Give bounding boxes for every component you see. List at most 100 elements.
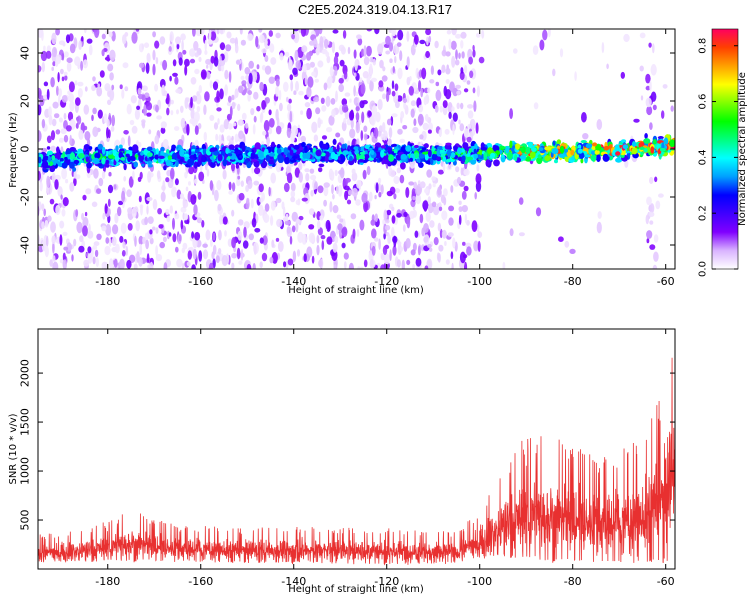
- noise-cell: [357, 37, 363, 46]
- noise-cell: [92, 126, 99, 138]
- ridge-cell: [138, 154, 145, 162]
- noise-cell: [58, 94, 61, 106]
- noise-cell: [68, 93, 74, 103]
- noise-cell: [71, 254, 74, 262]
- noise-cell: [459, 71, 465, 81]
- noise-cell: [386, 190, 393, 197]
- noise-cell: [43, 81, 49, 87]
- noise-cell: [240, 75, 245, 81]
- noise-cell: [456, 176, 462, 185]
- noise-cell: [92, 76, 96, 82]
- ridge-cell: [473, 148, 477, 154]
- noise-cell: [371, 245, 376, 256]
- ridge-cell: [544, 155, 551, 162]
- noise-cell: [258, 204, 264, 216]
- noise-cell: [346, 118, 352, 126]
- noise-cell: [73, 177, 77, 187]
- x-tick-label: -60: [657, 575, 675, 588]
- ridge-cell: [147, 152, 153, 158]
- ridge-cell: [340, 154, 346, 163]
- noise-cell: [43, 208, 46, 217]
- noise-cell: [268, 118, 275, 128]
- noise-cell: [455, 166, 460, 173]
- noise-cell: [317, 117, 322, 129]
- noise-cell: [330, 98, 336, 105]
- noise-cell: [347, 46, 351, 55]
- noise-cell: [180, 219, 184, 230]
- noise-cell: [438, 129, 442, 137]
- noise-cell: [50, 145, 56, 152]
- noise-cell: [224, 230, 227, 237]
- noise-cell: [218, 229, 222, 241]
- noise-cell: [68, 81, 75, 93]
- noise-cell: [298, 171, 303, 183]
- noise-cell: [172, 233, 177, 243]
- noise-cell: [382, 122, 386, 133]
- noise-cell: [452, 112, 458, 122]
- x-tick-label: -160: [188, 275, 213, 288]
- noise-cell: [386, 209, 392, 216]
- ridge-cell: [315, 149, 322, 157]
- noise-cell: [166, 93, 170, 105]
- noise-cell: [344, 92, 351, 97]
- noise-cell: [333, 264, 337, 269]
- ridge-cell: [128, 146, 133, 151]
- noise-cell: [122, 34, 127, 45]
- noise-cell: [267, 38, 271, 46]
- noise-cell: [75, 209, 79, 218]
- noise-cell: [182, 242, 188, 250]
- noise-cell: [296, 249, 301, 257]
- noise-cell: [382, 245, 388, 255]
- noise-speckle: [38, 29, 674, 269]
- noise-cell: [234, 43, 239, 54]
- ridge-cell: [483, 152, 488, 160]
- noise-cell: [287, 127, 291, 133]
- noise-cell: [268, 127, 273, 135]
- noise-cell: [58, 137, 64, 143]
- noise-cell: [252, 263, 256, 269]
- noise-cell: [427, 129, 432, 134]
- noise-cell: [174, 213, 180, 220]
- ridge-cell: [324, 156, 329, 162]
- noise-cell: [389, 169, 396, 178]
- noise-cell: [122, 241, 126, 249]
- noise-cell: [106, 54, 111, 62]
- ridge-cell: [493, 159, 500, 167]
- noise-cell: [160, 127, 166, 134]
- noise-cell: [378, 177, 382, 184]
- ridge-cell: [336, 144, 340, 152]
- noise-cell: [236, 247, 241, 260]
- noise-cell: [229, 105, 233, 117]
- ridge-cell: [590, 150, 596, 156]
- noise-cell: [385, 50, 391, 55]
- noise-cell: [82, 216, 89, 228]
- ridge-cell: [120, 157, 126, 161]
- ridge-cell: [450, 152, 456, 158]
- noise-cell: [248, 60, 254, 69]
- noise-cell: [323, 199, 327, 207]
- noise-cell: [383, 130, 388, 142]
- ridge-cell: [132, 144, 139, 153]
- noise-cell: [50, 221, 56, 233]
- ridge-cell: [558, 153, 566, 158]
- noise-cell: [107, 99, 112, 106]
- noise-cell: [218, 134, 222, 143]
- ridge-cell: [602, 153, 609, 160]
- noise-cell: [169, 75, 172, 82]
- noise-cell: [444, 128, 450, 135]
- noise-cell: [231, 101, 236, 110]
- noise-cell: [448, 38, 452, 50]
- noise-cell: [127, 207, 133, 215]
- ridge-cell: [614, 144, 620, 153]
- noise-cell: [78, 40, 82, 50]
- noise-cell: [82, 59, 88, 69]
- noise-cell: [440, 194, 446, 204]
- noise-cell: [443, 188, 448, 197]
- noise-cell: [648, 42, 652, 48]
- ridge-cell: [165, 159, 171, 167]
- noise-cell: [466, 219, 470, 226]
- noise-cell: [46, 88, 50, 101]
- noise-cell: [471, 220, 478, 233]
- noise-cell: [86, 38, 93, 44]
- noise-cell: [408, 181, 415, 186]
